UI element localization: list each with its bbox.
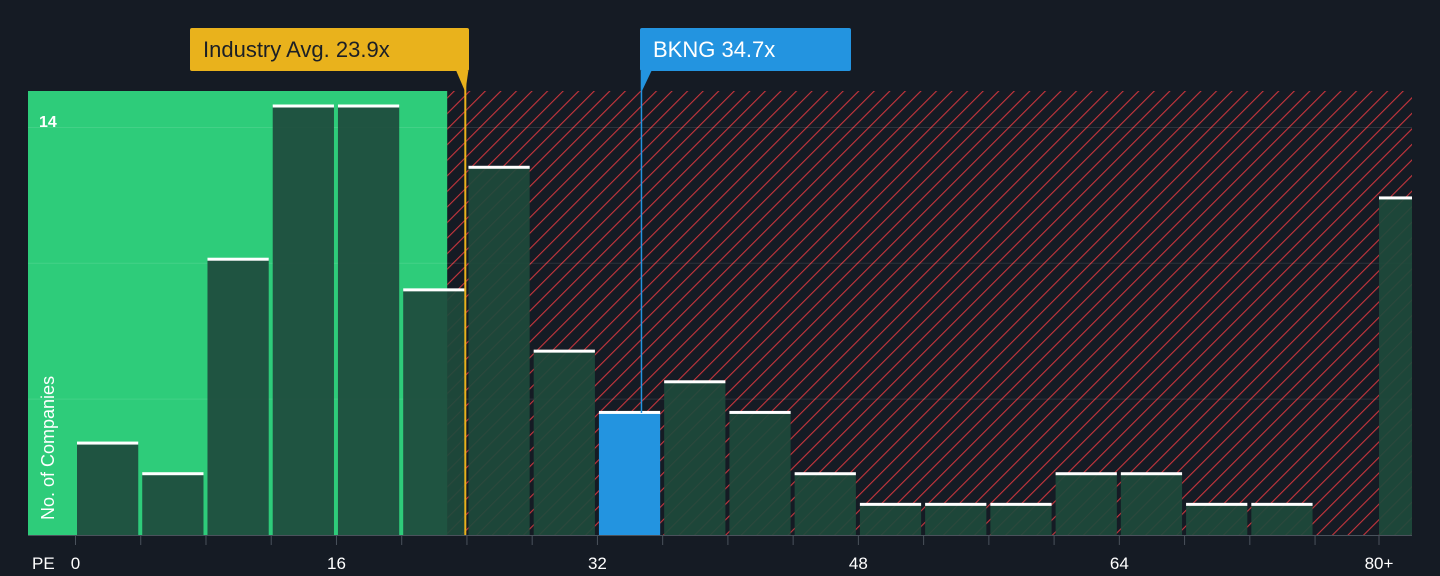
industry-callout-pointer	[456, 71, 469, 92]
histogram-bar	[990, 504, 1052, 535]
bar-top-cap	[1186, 502, 1248, 506]
bar-top-cap	[794, 472, 856, 476]
histogram-bar	[77, 443, 139, 535]
histogram-bar	[1379, 197, 1412, 535]
x-tick-label: 64	[1110, 554, 1129, 571]
x-tick-label: 48	[849, 554, 868, 571]
y-axis-max-label: 14	[39, 114, 57, 131]
bar-top-cap	[598, 410, 661, 414]
histogram-bar	[664, 381, 726, 535]
histogram-bar	[1251, 504, 1313, 535]
x-axis-title: PE	[32, 554, 55, 571]
bar-top-cap	[1055, 472, 1117, 476]
industry-average-callout: Industry Avg. 23.9x	[190, 28, 469, 71]
bar-top-cap	[859, 502, 922, 506]
bar-top-cap	[337, 104, 400, 108]
bar-top-cap	[207, 257, 269, 261]
bar-top-cap	[664, 380, 726, 384]
histogram-bar	[925, 504, 987, 535]
bar-highlighted-stock	[598, 412, 661, 535]
bar-top-cap	[990, 502, 1052, 506]
bar-top-cap	[142, 472, 204, 476]
y-axis-title: No. of Companies	[38, 376, 58, 520]
bar-top-cap	[272, 104, 334, 108]
bar-top-cap	[1379, 196, 1412, 200]
bar-top-cap	[533, 349, 595, 353]
histogram-bar	[142, 473, 204, 535]
histogram-bar	[1120, 473, 1183, 535]
bar-top-cap	[77, 441, 139, 445]
x-tick-label: 16	[327, 554, 346, 571]
histogram-bar	[859, 504, 922, 535]
histogram-bar	[272, 106, 334, 535]
histogram-bar	[1186, 504, 1248, 535]
histogram-bar	[337, 106, 400, 535]
x-tick-label: 32	[588, 554, 607, 571]
stock-callout-pointer	[641, 71, 652, 92]
bar-top-cap	[729, 410, 791, 414]
histogram-bar	[794, 473, 856, 535]
x-tick-label: 0	[71, 554, 80, 571]
histogram-bar	[207, 259, 269, 535]
histogram-bar	[468, 167, 530, 536]
bar-top-cap	[403, 288, 465, 292]
bar-top-cap	[1120, 472, 1183, 476]
histogram-bar	[403, 289, 465, 535]
stock-pe-callout: BKNG 34.7x	[640, 28, 851, 71]
histogram-bar	[1055, 473, 1117, 535]
histogram-bar	[533, 351, 595, 535]
bar-top-cap	[1251, 502, 1313, 506]
x-tick-label: 80+	[1365, 554, 1394, 571]
bar-top-cap	[468, 165, 530, 169]
bar-top-cap	[925, 502, 987, 506]
histogram-bar	[729, 412, 791, 535]
